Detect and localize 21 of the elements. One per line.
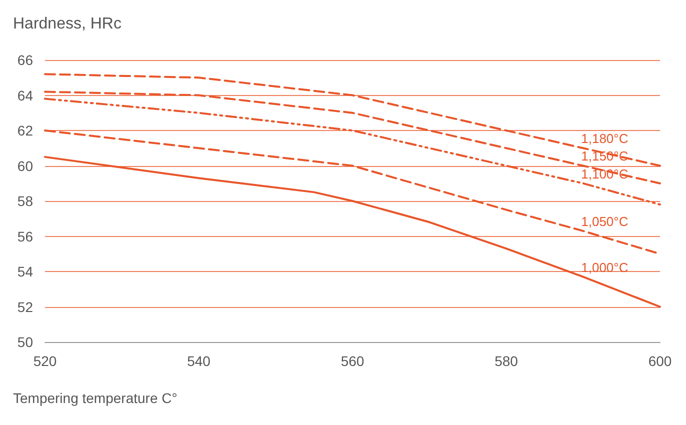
x-tick-label: 560 [340,353,364,369]
x-tick-label: 600 [648,353,672,369]
series-label: 1,050°C [581,214,628,229]
y-axis-title: Hardness, HRc [13,16,122,32]
x-axis-title: Tempering temperature C° [13,390,178,406]
y-tick-label: 62 [17,122,34,138]
y-tick-label: 58 [17,193,34,209]
series-label: 1,180°C [581,131,628,146]
x-tick-label: 520 [33,353,57,369]
y-tick-label: 52 [17,298,34,315]
y-tick-label: 64 [17,87,34,104]
y-tick-label: 66 [17,52,34,68]
y-tick-label: 54 [17,264,34,280]
y-tick-label: 60 [17,158,34,174]
y-tick-label: 50 [17,334,34,350]
line-series [44,90,661,184]
x-tick-label: 580 [494,353,518,369]
series-label: 1,000°C [581,260,628,275]
y-tick-label: 56 [17,228,34,244]
line-series [44,98,661,206]
x-tick-label: 540 [187,353,211,369]
